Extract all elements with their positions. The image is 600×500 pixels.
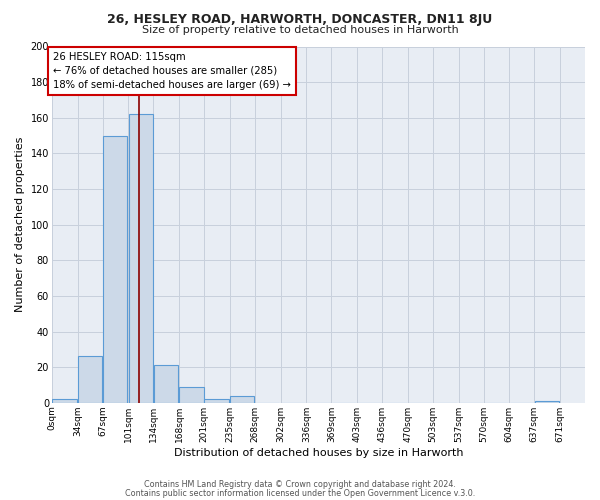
- Text: Size of property relative to detached houses in Harworth: Size of property relative to detached ho…: [142, 25, 458, 35]
- Bar: [230, 396, 254, 403]
- Bar: [205, 399, 229, 403]
- Bar: [154, 366, 178, 403]
- Text: Contains public sector information licensed under the Open Government Licence v.: Contains public sector information licen…: [125, 488, 475, 498]
- Bar: [179, 387, 204, 403]
- Bar: [103, 136, 127, 403]
- Text: Contains HM Land Registry data © Crown copyright and database right 2024.: Contains HM Land Registry data © Crown c…: [144, 480, 456, 489]
- Bar: [128, 114, 153, 403]
- Text: 26 HESLEY ROAD: 115sqm
← 76% of detached houses are smaller (285)
18% of semi-de: 26 HESLEY ROAD: 115sqm ← 76% of detached…: [53, 52, 291, 90]
- X-axis label: Distribution of detached houses by size in Harworth: Distribution of detached houses by size …: [173, 448, 463, 458]
- Y-axis label: Number of detached properties: Number of detached properties: [15, 137, 25, 312]
- Text: 26, HESLEY ROAD, HARWORTH, DONCASTER, DN11 8JU: 26, HESLEY ROAD, HARWORTH, DONCASTER, DN…: [107, 12, 493, 26]
- Bar: [78, 356, 102, 403]
- Bar: [52, 399, 77, 403]
- Bar: [535, 401, 559, 403]
